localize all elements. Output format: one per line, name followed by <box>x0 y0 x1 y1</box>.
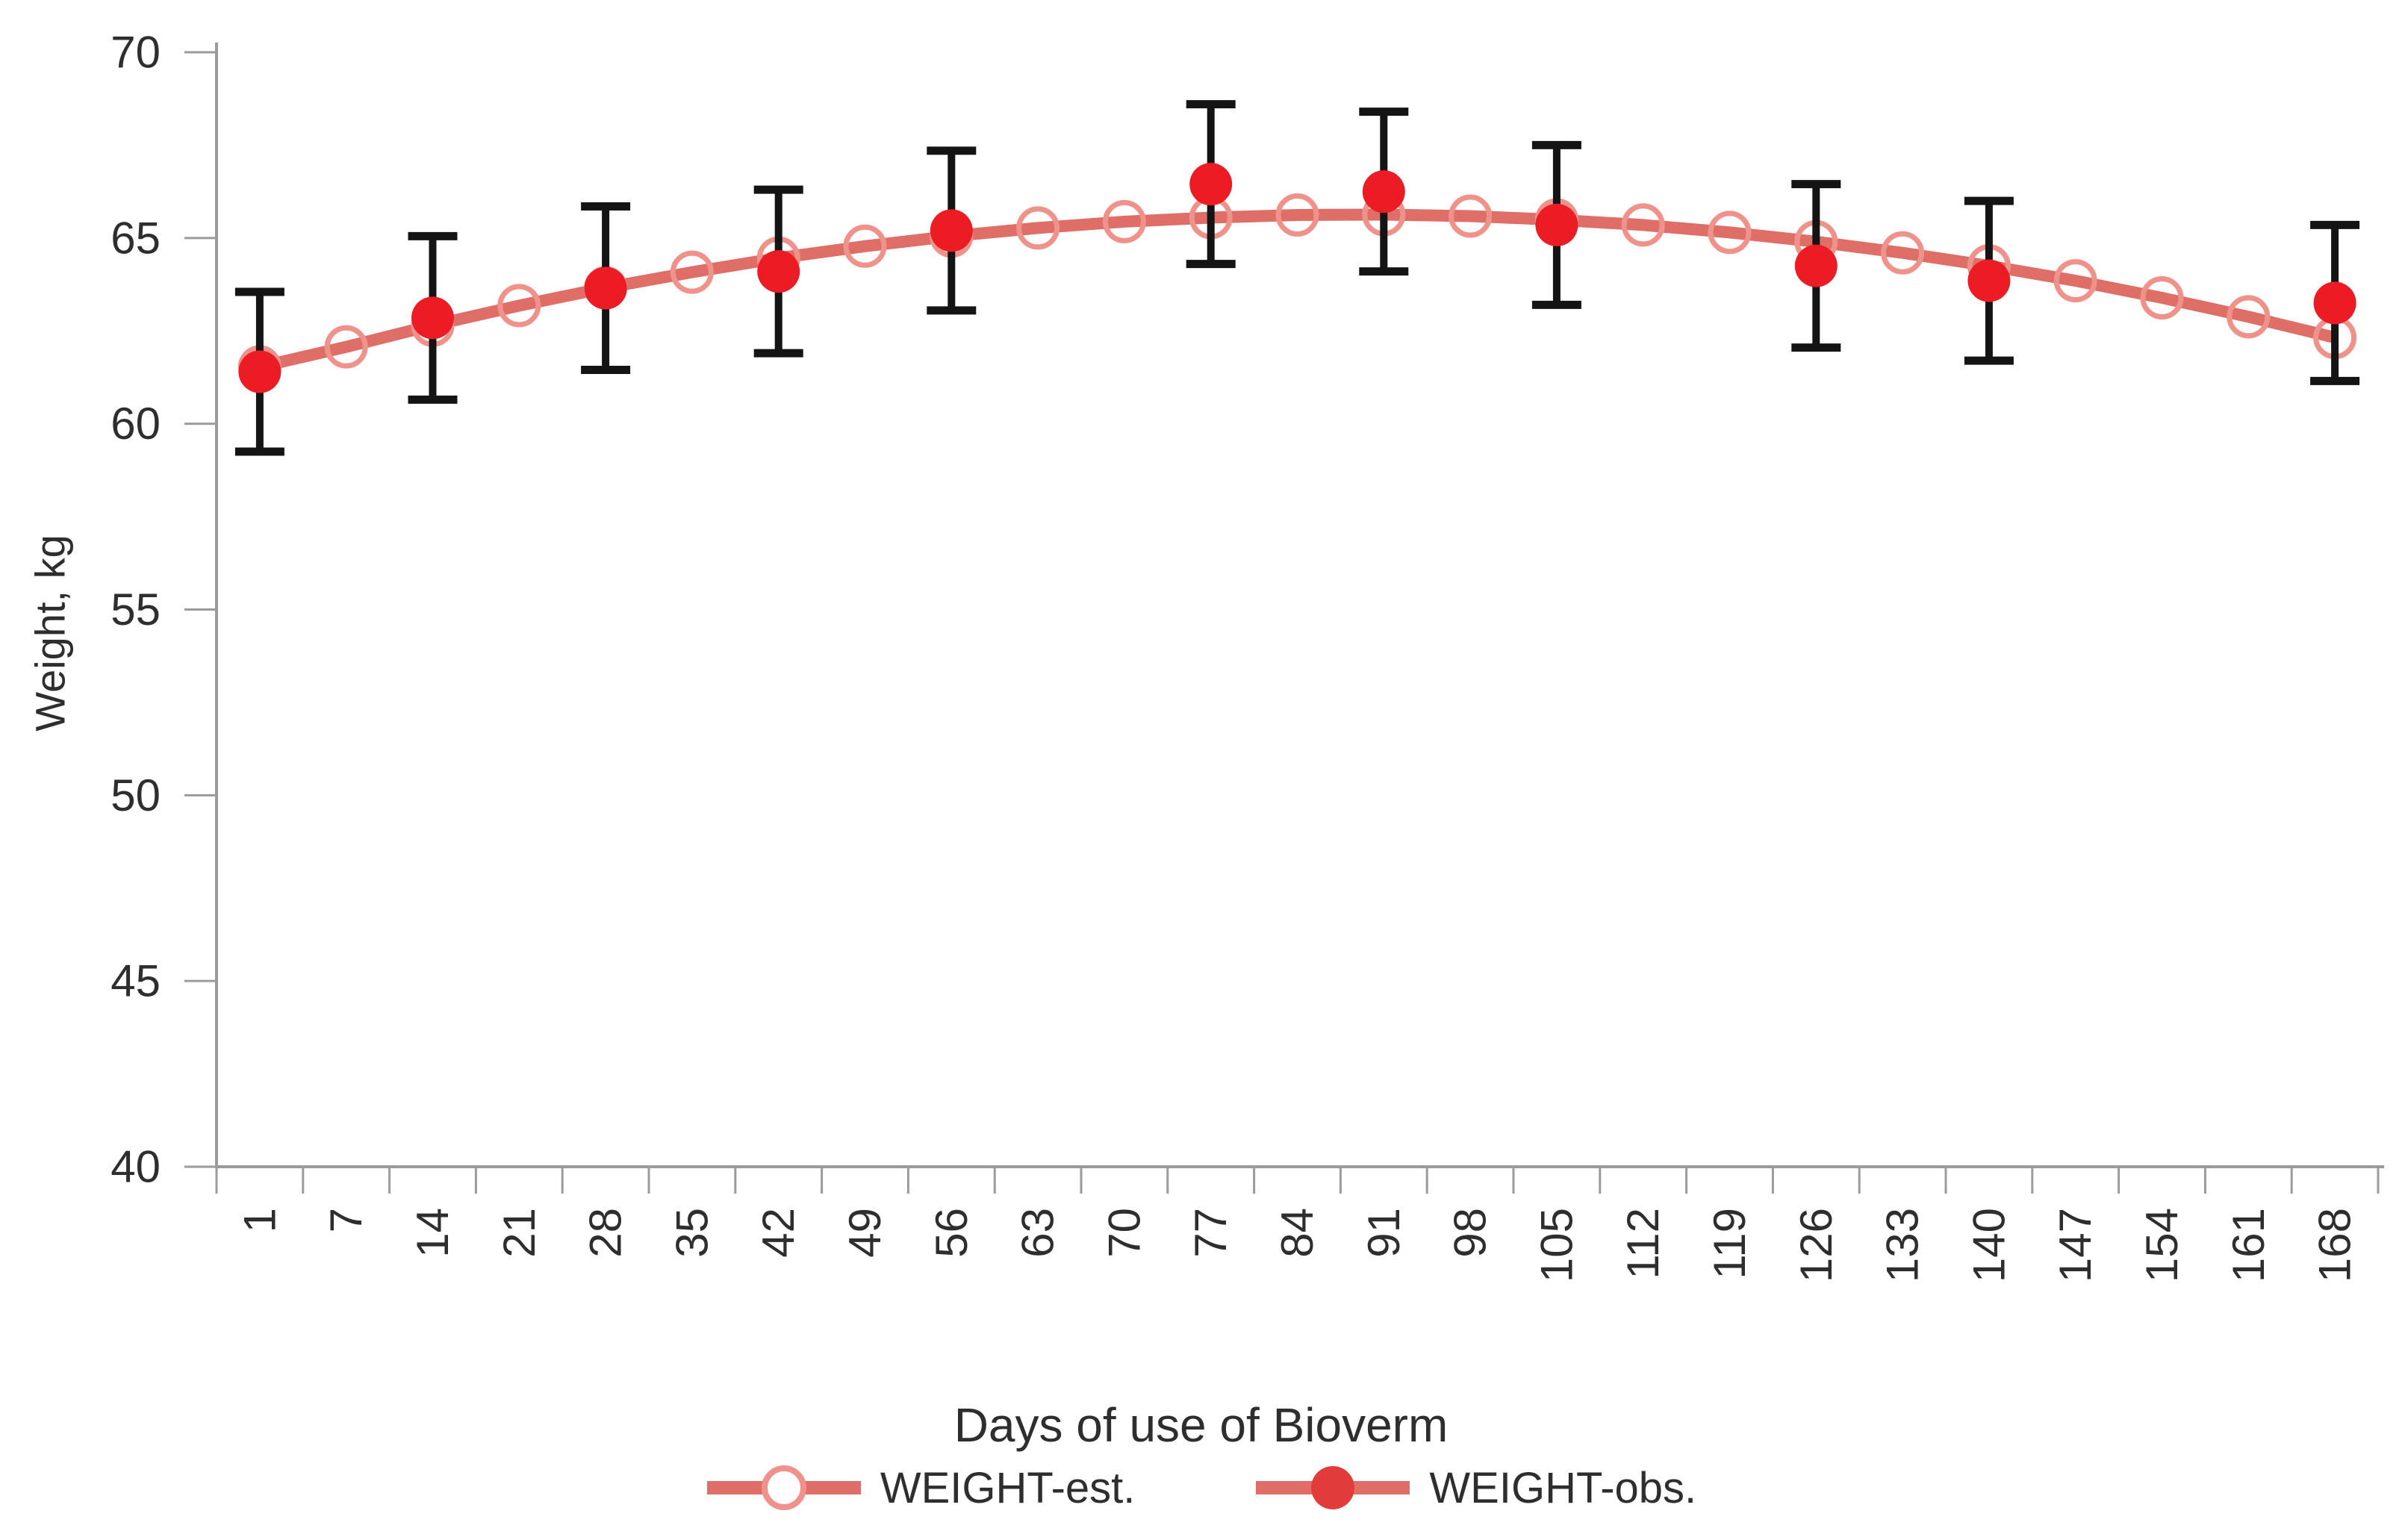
x-axis-tick-label: 161 <box>2224 1208 2274 1282</box>
est-point <box>2140 275 2184 319</box>
x-axis-tick-label: 56 <box>927 1208 977 1258</box>
obs-point <box>1794 244 1838 287</box>
legend-label-obs: WEIGHT-obs. <box>1429 1463 1697 1512</box>
obs-point <box>1967 259 2011 302</box>
est-point <box>2053 259 2097 303</box>
obs-point <box>1189 163 1233 206</box>
line-chart: 70 65 60 55 50 45 40 1 7 14 21 28 35 42 49 56 63 70 77 84 91… <box>111 28 2384 1282</box>
obs-point <box>757 250 800 293</box>
est-point <box>843 224 887 268</box>
x-axis-tick-label: 133 <box>1878 1208 1928 1282</box>
x-axis-tick-label: 63 <box>1013 1208 1063 1258</box>
x-axis-tick-label: 147 <box>2050 1208 2100 1282</box>
obs-point <box>2313 281 2356 325</box>
est-point <box>2227 295 2271 339</box>
x-axis-tick-label: 49 <box>840 1208 890 1258</box>
x-axis-tick-label: 154 <box>2137 1208 2187 1282</box>
legend-label-est: WEIGHT-est. <box>880 1463 1136 1512</box>
y-axis-tick-label: 65 <box>111 213 161 263</box>
x-axis-tick-label: 7 <box>321 1208 371 1232</box>
x-axis-tick-label: 21 <box>494 1208 544 1258</box>
x-axis-tick-label: 1 <box>234 1208 284 1232</box>
est-point <box>670 250 714 294</box>
legend-item-obs: WEIGHT-obs. <box>1254 1454 1696 1521</box>
est-point <box>497 284 541 328</box>
est-point <box>1881 231 1925 275</box>
est-point <box>324 325 368 369</box>
legend-item-est: WEIGHT-est. <box>706 1454 1136 1521</box>
x-axis-tick-label: 77 <box>1186 1208 1236 1258</box>
est-point <box>1449 194 1493 238</box>
x-axis-tick-label: 126 <box>1791 1208 1841 1282</box>
y-axis-tick-label: 70 <box>111 28 161 78</box>
y-axis-tick-label: 50 <box>111 770 161 820</box>
x-axis-tick-label: 112 <box>1618 1208 1668 1279</box>
obs-marker-icon <box>1256 1466 1410 1509</box>
x-axis-tick-label: 14 <box>408 1208 458 1258</box>
obs-point <box>238 350 281 393</box>
x-axis-tick-label: 140 <box>1964 1208 2014 1282</box>
x-axis-tick-label: 70 <box>1099 1208 1149 1258</box>
x-axis-tick-label: 91 <box>1359 1208 1409 1258</box>
est-point <box>1016 206 1060 250</box>
obs-point <box>411 296 454 340</box>
y-axis-tick-label: 45 <box>111 956 161 1006</box>
x-axis-tick-label: 119 <box>1705 1208 1755 1279</box>
y-axis-tick-label: 60 <box>111 399 161 449</box>
x-axis-tick-label: 35 <box>667 1208 717 1258</box>
x-axis-tick-label: 105 <box>1531 1208 1581 1282</box>
x-axis-tick-label: 42 <box>753 1208 803 1258</box>
x-axis-tick-label: 168 <box>2310 1208 2360 1282</box>
y-axis-tick-label: 55 <box>111 584 161 635</box>
est-point <box>1708 211 1752 255</box>
obs-point <box>930 209 973 252</box>
obs-point <box>584 266 627 310</box>
x-axis-title: Days of use of Bioverm <box>953 1398 1449 1452</box>
x-axis-tick-label: 84 <box>1272 1208 1322 1258</box>
est-line <box>258 208 2336 373</box>
y-axis-title: Weight, kg <box>26 534 74 732</box>
est-point <box>1102 199 1146 243</box>
x-axis-tick-label: 98 <box>1446 1208 1496 1258</box>
est-point <box>1275 193 1319 237</box>
obs-point <box>1535 203 1578 246</box>
x-axis-tick-label: 28 <box>581 1208 631 1258</box>
y-axis-tick-label: 40 <box>111 1142 161 1192</box>
obs-point <box>1362 170 1405 213</box>
est-marker-icon <box>706 1465 861 1510</box>
legend: WEIGHT-est. WEIGHT-obs. <box>0 1454 2402 1521</box>
est-point <box>1621 203 1665 247</box>
